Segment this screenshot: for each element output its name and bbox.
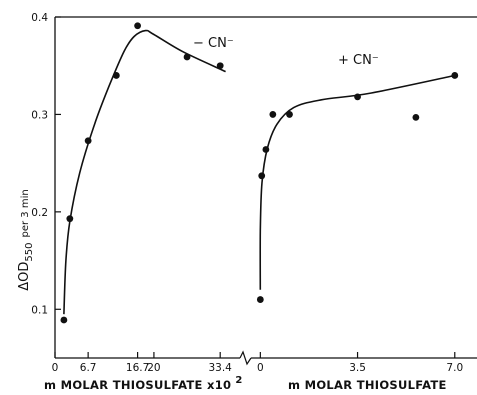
right-panel: 0 3.5 7.0 + CN⁻ (256, 53, 463, 374)
right-data-point (269, 111, 277, 118)
right-data-point (286, 111, 293, 118)
y-tick-label: 0.1 (31, 304, 48, 316)
right-data-point (262, 146, 270, 153)
right-x-tick-label: 3.5 (349, 362, 366, 374)
left-panel: 0 6.7 16.720 33.4 − CN⁻ (52, 22, 234, 374)
right-data-point (412, 113, 420, 121)
y-tick-label: 0.2 (31, 207, 48, 219)
left-data-point (60, 316, 68, 324)
left-x-axis-title: m MOLAR THIOSULFATE x10 2 (44, 375, 243, 392)
right-series-label: + CN⁻ (338, 53, 379, 68)
left-x-axis-title-exponent: 2 (235, 375, 242, 386)
axis-break-mark (239, 350, 252, 366)
left-data-point (216, 62, 224, 70)
left-x-tick-label: 33.4 (208, 362, 232, 374)
plot-frame: 0.1 0.2 0.3 0.4 (31, 12, 477, 366)
left-data-point (112, 72, 120, 79)
right-x-tick-label: 0 (257, 362, 264, 374)
left-data-point (134, 22, 141, 30)
left-x-axis-title-main: m MOLAR THIOSULFATE x10 (44, 378, 231, 392)
left-series-label: − CN⁻ (193, 36, 234, 51)
left-data-point (84, 137, 92, 145)
y-tick-label: 0.4 (31, 12, 48, 24)
left-x-tick-label: 6.7 (80, 362, 97, 374)
right-data-point (451, 72, 459, 79)
right-series-curve (259, 74, 455, 290)
right-x-tick-label: 7.0 (446, 362, 463, 374)
y-axis-title-main: ΔOD (17, 262, 32, 291)
y-axis-title: ΔOD550 per 3 min (17, 189, 35, 290)
right-data-point (354, 93, 361, 101)
y-axis-title-suffix: per 3 min (20, 189, 31, 237)
right-x-axis-title: m MOLAR THIOSULFATE (288, 378, 447, 392)
y-tick-label: 0.3 (31, 109, 48, 121)
left-series-curve (63, 29, 226, 315)
right-data-point (258, 172, 266, 180)
right-data-point (256, 296, 264, 303)
y-axis-title-subscript: 550 (24, 242, 35, 261)
left-x-tick-label: 20 (147, 362, 160, 374)
left-x-tick-label: 0 (52, 362, 59, 374)
left-x-tick-label: 16.7 (126, 362, 149, 374)
left-data-point (66, 215, 74, 223)
left-data-point (183, 53, 191, 61)
